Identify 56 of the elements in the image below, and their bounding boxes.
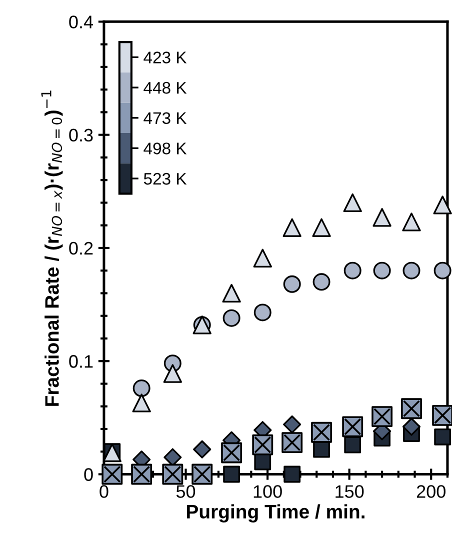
point	[282, 218, 302, 237]
point	[344, 262, 362, 280]
point	[434, 262, 452, 280]
point	[402, 418, 421, 436]
y-tick-label: 0.3	[69, 128, 93, 142]
point	[163, 364, 182, 383]
point	[372, 406, 393, 428]
point	[102, 464, 123, 485]
point	[372, 208, 392, 227]
x-tick-label: 0	[100, 485, 108, 498]
x-tick-label: 200	[416, 485, 446, 498]
point	[132, 380, 150, 398]
point	[402, 212, 421, 232]
legend-label: 473 K	[144, 112, 187, 124]
x-tick-label: 50	[176, 485, 196, 498]
point	[282, 432, 303, 454]
point	[312, 218, 331, 237]
point	[313, 440, 330, 458]
point	[344, 436, 362, 454]
legend-label: 523 K	[144, 172, 187, 185]
legend-label: 448 K	[144, 82, 187, 94]
x-tick-label: 150	[336, 485, 364, 498]
point	[252, 434, 274, 456]
point	[402, 262, 420, 280]
x-tick-label: 100	[254, 485, 282, 498]
point	[254, 304, 272, 322]
point	[162, 464, 184, 485]
point	[193, 440, 212, 458]
point	[223, 466, 240, 483]
point	[434, 428, 452, 446]
point	[343, 193, 362, 212]
point	[311, 422, 332, 443]
point	[284, 466, 301, 483]
point	[373, 262, 391, 280]
point	[433, 196, 452, 214]
point	[222, 309, 240, 327]
legend-label: 423 K	[144, 52, 187, 64]
point	[131, 464, 152, 485]
point	[432, 404, 452, 426]
point	[221, 442, 242, 464]
y-tick-label: 0	[84, 468, 93, 481]
point	[283, 415, 302, 434]
legend-label: 498 K	[144, 142, 187, 154]
point	[222, 284, 241, 303]
point	[192, 464, 213, 485]
point	[253, 248, 272, 268]
y-axis-title: Fractional Rate / (r$_{NO=x}$)·(r$_{NO=0}$)$^{−1}$	[41, 90, 63, 406]
point	[283, 275, 301, 293]
y-tick-label: 0.4	[69, 16, 94, 28]
y-tick-label: 0.2	[69, 242, 93, 255]
point	[132, 394, 151, 412]
point	[312, 273, 330, 291]
x-axis-title: Purging Time / min.	[186, 504, 364, 522]
point	[401, 398, 422, 420]
point	[342, 416, 364, 438]
y-tick-label: 0.1	[69, 355, 93, 368]
